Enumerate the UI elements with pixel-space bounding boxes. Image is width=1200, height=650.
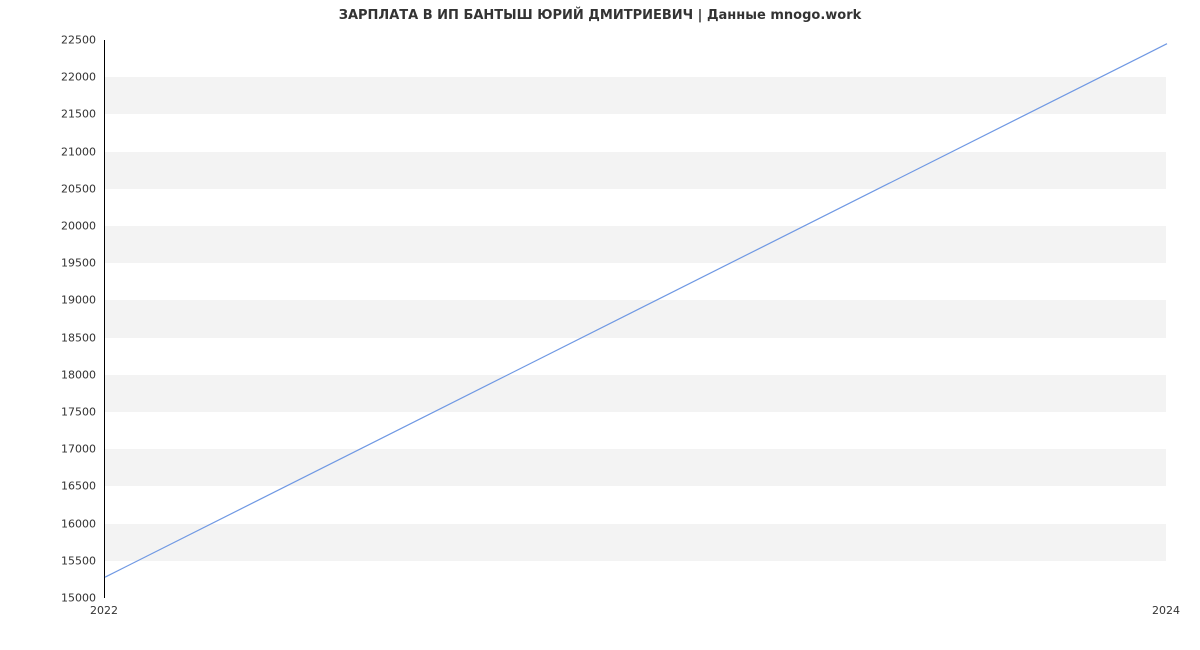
y-tick-label: 22500 <box>48 34 96 47</box>
x-tick-label: 2022 <box>90 604 118 617</box>
y-tick-label: 16000 <box>48 517 96 530</box>
y-tick-label: 20500 <box>48 182 96 195</box>
y-tick-label: 18000 <box>48 368 96 381</box>
y-tick-label: 22000 <box>48 71 96 84</box>
y-tick-label: 21000 <box>48 145 96 158</box>
y-tick-label: 15000 <box>48 592 96 605</box>
y-tick-label: 19000 <box>48 294 96 307</box>
y-tick-label: 20000 <box>48 220 96 233</box>
plot-area <box>104 40 1166 598</box>
y-tick-label: 21500 <box>48 108 96 121</box>
x-tick-label: 2024 <box>1152 604 1180 617</box>
series-line-salary <box>105 44 1167 577</box>
y-tick-label: 19500 <box>48 257 96 270</box>
chart-title: ЗАРПЛАТА В ИП БАНТЫШ ЮРИЙ ДМИТРИЕВИЧ | Д… <box>0 8 1200 23</box>
y-tick-label: 18500 <box>48 331 96 344</box>
y-tick-label: 16500 <box>48 480 96 493</box>
y-tick-label: 17000 <box>48 443 96 456</box>
y-tick-label: 17500 <box>48 406 96 419</box>
series-layer <box>105 40 1167 598</box>
salary-line-chart: ЗАРПЛАТА В ИП БАНТЫШ ЮРИЙ ДМИТРИЕВИЧ | Д… <box>0 0 1200 650</box>
y-tick-label: 15500 <box>48 554 96 567</box>
